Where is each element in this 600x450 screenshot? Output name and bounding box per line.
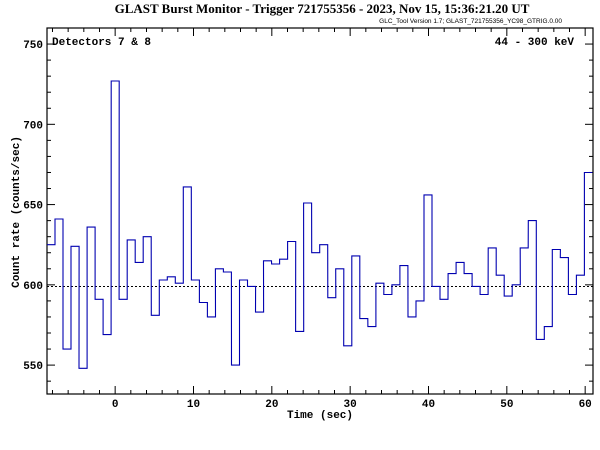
y-axis-label: Count rate (counts/sec) bbox=[11, 136, 23, 288]
chart-subtitle: GLC_Tool Version 1.7; GLAST_721755356_YC… bbox=[379, 18, 562, 25]
series-line bbox=[47, 80, 593, 369]
y-tick-label: 550 bbox=[23, 361, 43, 373]
x-tick-label: 40 bbox=[422, 399, 435, 411]
x-tick-label: 10 bbox=[187, 399, 200, 411]
chart-title: GLAST Burst Monitor - Trigger 721755356 … bbox=[115, 1, 530, 16]
x-tick-label: 50 bbox=[500, 399, 513, 411]
y-tick-label: 600 bbox=[23, 281, 43, 293]
tick-labels: 0 10 20 30 40 50 60 550 600 650 700 750 bbox=[23, 40, 592, 411]
axis-ticks bbox=[47, 27, 593, 394]
x-tick-label: 30 bbox=[344, 399, 357, 411]
plot-frame bbox=[46, 27, 594, 395]
energy-range-annotation: 44 - 300 keV bbox=[495, 37, 575, 49]
x-tick-label: 0 bbox=[112, 399, 119, 411]
y-tick-label: 650 bbox=[23, 201, 43, 213]
x-axis-label: Time (sec) bbox=[287, 410, 353, 422]
x-tick-label: 20 bbox=[265, 399, 278, 411]
y-tick-label: 750 bbox=[23, 40, 43, 52]
detectors-annotation: Detectors 7 & 8 bbox=[52, 37, 151, 49]
y-tick-label: 700 bbox=[23, 120, 43, 132]
x-tick-label: 60 bbox=[579, 399, 592, 411]
